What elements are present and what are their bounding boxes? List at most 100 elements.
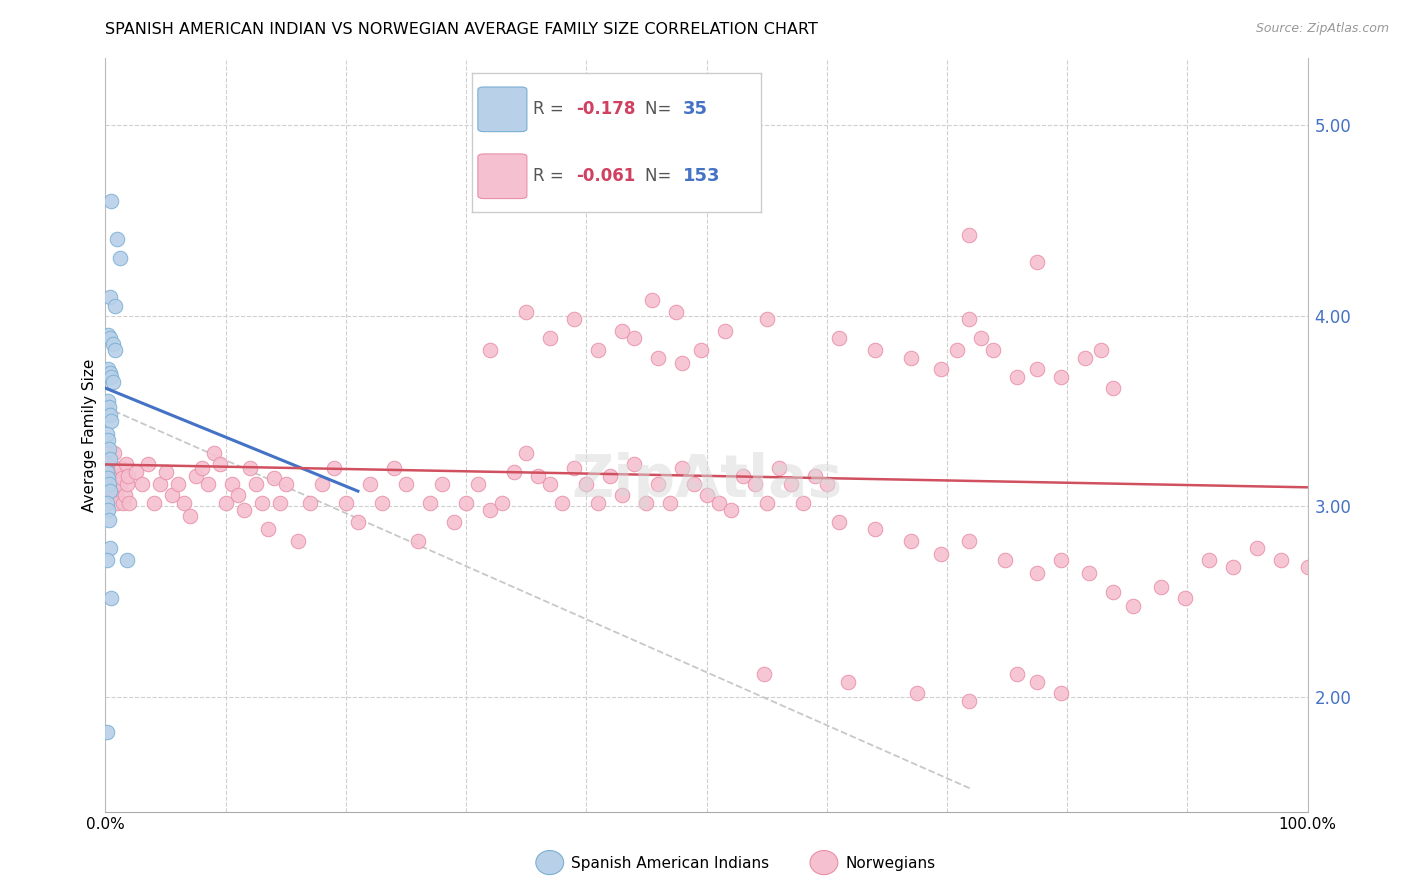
Point	[103, 446, 125, 460]
Point	[98, 289, 121, 303]
Point	[173, 495, 195, 509]
Point	[1050, 553, 1073, 567]
Point	[994, 553, 1017, 567]
Point	[98, 541, 121, 556]
Point	[97, 433, 120, 447]
Point	[104, 480, 127, 494]
Point	[239, 461, 262, 475]
Point	[636, 495, 658, 509]
Point	[503, 465, 526, 479]
Point	[562, 461, 585, 475]
Point	[96, 724, 118, 739]
Point	[98, 471, 121, 485]
Point	[1101, 585, 1123, 599]
Point	[100, 591, 122, 605]
Point	[406, 533, 429, 548]
Point	[101, 376, 124, 390]
Point	[1122, 599, 1144, 613]
Point	[115, 458, 138, 472]
Point	[100, 194, 122, 208]
Point	[779, 476, 801, 491]
Point	[731, 468, 754, 483]
Point	[863, 343, 886, 357]
Point	[1050, 369, 1073, 384]
Point	[97, 394, 120, 409]
Point	[900, 351, 922, 365]
Point	[107, 468, 129, 483]
Point	[371, 495, 394, 509]
Point	[98, 451, 121, 466]
Point	[256, 522, 278, 536]
Point	[232, 503, 254, 517]
Point	[744, 476, 766, 491]
Point	[115, 476, 138, 491]
Point	[828, 515, 851, 529]
Point	[575, 476, 598, 491]
Point	[815, 476, 838, 491]
Point	[683, 476, 706, 491]
Point	[250, 495, 273, 509]
Point	[112, 495, 135, 509]
Point	[104, 299, 127, 313]
Point	[641, 293, 664, 308]
Point	[1074, 351, 1097, 365]
Point	[190, 461, 212, 475]
Point	[479, 503, 502, 517]
Point	[96, 426, 118, 441]
Point	[1222, 560, 1244, 574]
Point	[696, 488, 718, 502]
Point	[1077, 566, 1099, 581]
Point	[467, 476, 489, 491]
Point	[96, 495, 118, 509]
Point	[1246, 541, 1268, 556]
Point	[612, 324, 634, 338]
Point	[1026, 362, 1049, 376]
Point	[1005, 667, 1028, 681]
Point	[382, 461, 405, 475]
Point	[322, 461, 344, 475]
Point	[969, 331, 991, 345]
Point	[1050, 686, 1073, 700]
Point	[202, 446, 225, 460]
Point	[905, 686, 928, 700]
Point	[311, 476, 333, 491]
Point	[430, 476, 453, 491]
Point	[359, 476, 381, 491]
Point	[98, 442, 121, 457]
Point	[97, 458, 120, 472]
Point	[118, 495, 141, 509]
Point	[1026, 675, 1049, 690]
Point	[671, 356, 693, 370]
Point	[647, 476, 669, 491]
Point	[208, 458, 231, 472]
Point	[1150, 580, 1173, 594]
Point	[98, 400, 121, 414]
Point	[1026, 255, 1049, 269]
Point	[166, 476, 188, 491]
Text: Source: ZipAtlas.com: Source: ZipAtlas.com	[1256, 22, 1389, 36]
Point	[929, 547, 952, 561]
Point	[101, 484, 124, 499]
Point	[101, 337, 124, 351]
Point	[155, 465, 177, 479]
Point	[720, 503, 742, 517]
Point	[214, 495, 236, 509]
Point	[96, 465, 118, 479]
Point	[107, 232, 129, 246]
Point	[623, 331, 645, 345]
Point	[136, 458, 159, 472]
Point	[98, 331, 121, 345]
Point	[1174, 591, 1197, 605]
Point	[419, 495, 441, 509]
Point	[828, 331, 851, 345]
Point	[97, 503, 120, 517]
Point	[1005, 369, 1028, 384]
Point	[197, 476, 219, 491]
Point	[395, 476, 418, 491]
Text: Spanish American Indians: Spanish American Indians	[571, 856, 769, 871]
Point	[755, 495, 778, 509]
Point	[115, 553, 138, 567]
Text: Norwegians: Norwegians	[845, 856, 935, 871]
Point	[707, 495, 730, 509]
Point	[659, 495, 682, 509]
